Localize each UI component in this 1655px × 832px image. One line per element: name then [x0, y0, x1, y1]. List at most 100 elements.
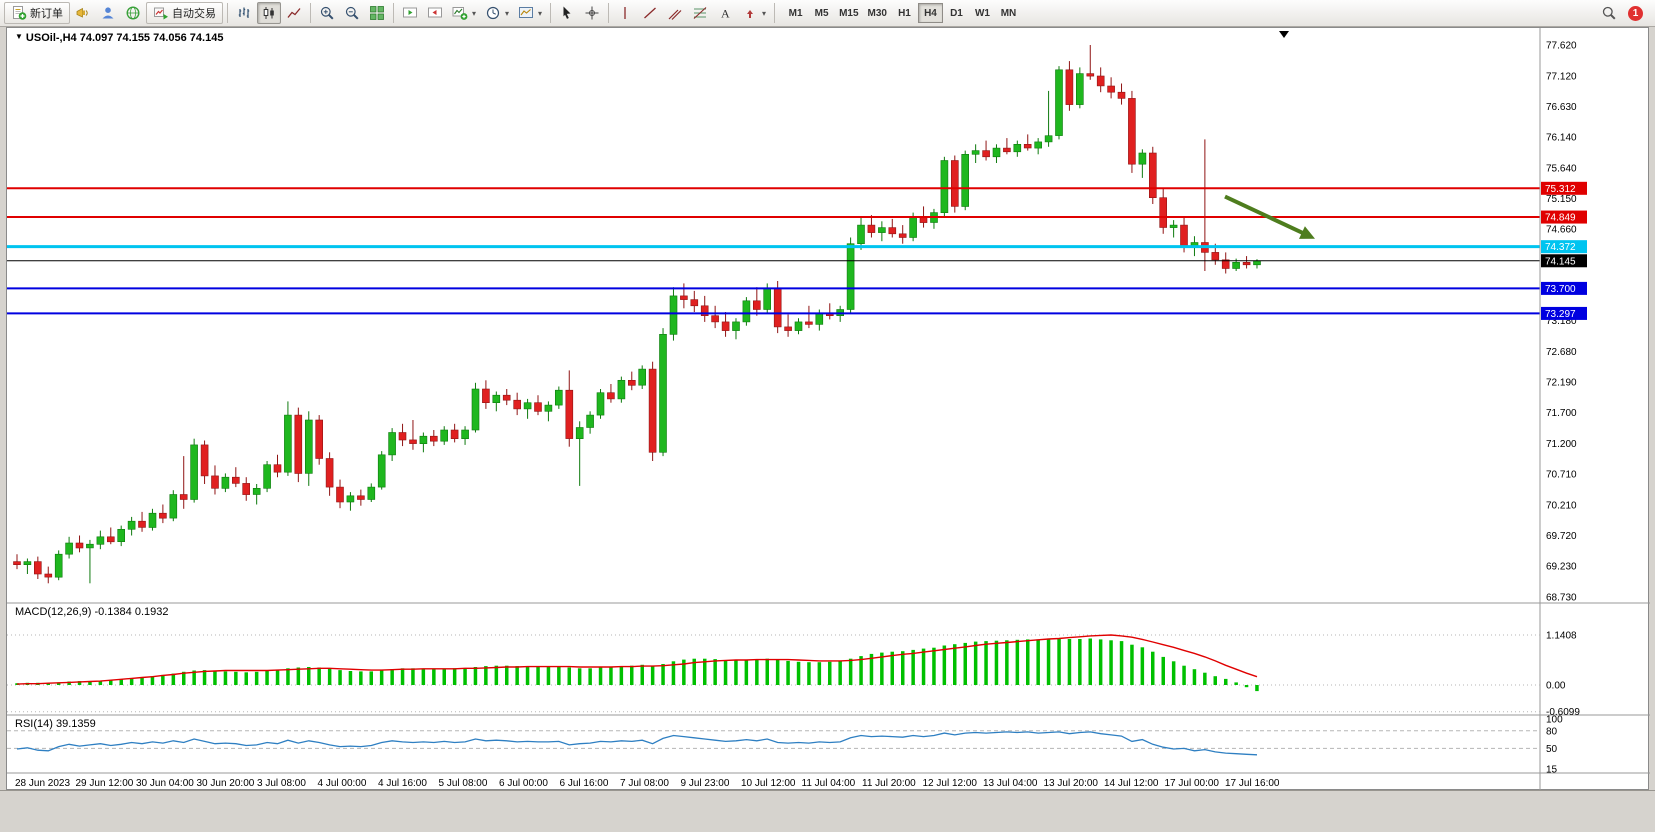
zoom-out-button[interactable] — [340, 2, 364, 24]
zoom-in-button[interactable] — [315, 2, 339, 24]
svg-text:73.297: 73.297 — [1545, 309, 1576, 320]
profile-icon — [102, 7, 114, 19]
svg-text:71.200: 71.200 — [1546, 439, 1577, 450]
tf-h1-button[interactable]: H1 — [892, 3, 917, 23]
price-tag: 74.849 — [1541, 210, 1587, 224]
svg-text:6 Jul 00:00: 6 Jul 00:00 — [499, 778, 548, 789]
chart-shift-button[interactable] — [423, 2, 447, 24]
autotrade-icon — [154, 7, 168, 20]
new-order-label: 新订单 — [30, 8, 63, 20]
price-tag: 74.145 — [1541, 254, 1587, 268]
zoom-in-icon — [320, 6, 334, 20]
cursor-button[interactable] — [555, 2, 579, 24]
timeframe-group: M1 M5 M15 M30 H1 H4 D1 W1 MN — [783, 3, 1021, 23]
svg-text:11 Jul 04:00: 11 Jul 04:00 — [802, 778, 856, 789]
trend-arrow-annotation[interactable] — [1224, 194, 1315, 239]
svg-text:72.190: 72.190 — [1546, 378, 1577, 389]
tile-windows-icon — [370, 6, 384, 20]
search-button[interactable] — [1597, 2, 1621, 24]
chart-window[interactable]: 77.620 77.120 76.630 76.140 75.640 75.150 74.6… — [6, 27, 1650, 791]
line-chart-icon — [287, 8, 301, 18]
chart-shift-icon — [403, 7, 417, 18]
candlestick-mode-button[interactable] — [257, 2, 281, 24]
channel-button[interactable] — [663, 2, 687, 24]
fibonacci-button[interactable] — [688, 2, 712, 24]
tf-m30-button[interactable]: M30 — [864, 3, 891, 23]
svg-text:10 Jul 12:00: 10 Jul 12:00 — [741, 778, 796, 789]
toolbar-separator — [310, 3, 311, 23]
svg-text:17 Jul 16:00: 17 Jul 16:00 — [1225, 778, 1280, 789]
new-order-icon — [13, 6, 27, 20]
tf-h4-button[interactable]: H4 — [917, 3, 943, 23]
globe-icon — [126, 6, 140, 20]
toolbar-separator — [774, 3, 776, 23]
cursor-icon — [563, 6, 571, 19]
templates-icon — [519, 7, 534, 18]
svg-text:17 Jul 00:00: 17 Jul 00:00 — [1165, 778, 1220, 789]
arrows-icon — [747, 10, 754, 18]
tile-windows-button[interactable] — [365, 2, 389, 24]
toolbar-separator — [550, 3, 552, 23]
toolbar-right-group: 1 — [1597, 2, 1651, 24]
line-chart-mode-button[interactable] — [282, 2, 306, 24]
svg-text:50: 50 — [1546, 744, 1558, 755]
svg-text:75.640: 75.640 — [1546, 163, 1577, 174]
alerts-button[interactable] — [71, 2, 95, 24]
community-button[interactable] — [121, 2, 145, 24]
new-order-button[interactable]: 新订单 — [4, 2, 70, 24]
svg-text:4 Jul 00:00: 4 Jul 00:00 — [318, 778, 367, 789]
svg-text:13 Jul 20:00: 13 Jul 20:00 — [1044, 778, 1099, 789]
arrows-button[interactable]: ▾ — [738, 2, 770, 24]
chevron-down-icon: ▾ — [505, 8, 510, 18]
time-axis: 28 Jun 2023 29 Jun 12:00 30 Jun 04:00 30 Ju… — [15, 778, 1280, 789]
svg-text:77.620: 77.620 — [1546, 41, 1577, 52]
price-tag: 75.312 — [1541, 181, 1587, 195]
svg-text:80: 80 — [1546, 726, 1558, 737]
svg-text:3 Jul 08:00: 3 Jul 08:00 — [257, 778, 306, 789]
chevron-down-icon: ▾ — [762, 8, 767, 18]
indicators-button[interactable]: ▾ — [448, 2, 480, 24]
profile-button[interactable] — [96, 2, 120, 24]
autotrade-button[interactable]: 自动交易 — [146, 2, 223, 24]
macd-panel: 1.1408 0.00 -0.6099 — [7, 630, 1580, 718]
notification-badge[interactable]: 1 — [1628, 5, 1643, 21]
tf-w1-button[interactable]: W1 — [970, 3, 995, 23]
tf-m1-button[interactable]: M1 — [783, 3, 808, 23]
tf-d1-button[interactable]: D1 — [944, 3, 969, 23]
vertical-line-button[interactable] — [613, 2, 637, 24]
candlestick-chart-icon — [263, 7, 274, 19]
svg-text:73.180: 73.180 — [1546, 316, 1577, 327]
price-tag: 73.297 — [1541, 306, 1587, 320]
bar-chart-mode-button[interactable] — [232, 2, 256, 24]
svg-text:72.680: 72.680 — [1546, 347, 1577, 358]
shift-marker-icon — [1279, 31, 1289, 38]
svg-text:13 Jul 04:00: 13 Jul 04:00 — [983, 778, 1038, 789]
periods-button[interactable]: ▾ — [481, 2, 513, 24]
main-toolbar: 新订单 自动交易 ▾ ▾ ▾ A ▾ M1 M5 M15 M30 H1 H4 D1 W1 MN … — [0, 0, 1655, 27]
tf-m5-button[interactable]: M5 — [809, 3, 834, 23]
svg-text:28 Jun 2023: 28 Jun 2023 — [15, 778, 70, 789]
chevron-down-icon: ▾ — [538, 8, 543, 18]
svg-text:5 Jul 08:00: 5 Jul 08:00 — [439, 778, 488, 789]
price-lines[interactable] — [7, 187, 1540, 315]
svg-text:76.630: 76.630 — [1546, 102, 1577, 113]
svg-text:11 Jul 20:00: 11 Jul 20:00 — [862, 778, 916, 789]
candlestick-series — [13, 45, 1261, 584]
svg-text:74.372: 74.372 — [1545, 242, 1576, 253]
chevron-down-icon: ▾ — [472, 8, 477, 18]
tf-m15-button[interactable]: M15 — [835, 3, 862, 23]
text-button[interactable]: A — [713, 2, 737, 24]
svg-text:69.230: 69.230 — [1546, 561, 1577, 572]
tf-mn-button[interactable]: MN — [996, 3, 1021, 23]
svg-text:71.700: 71.700 — [1546, 408, 1577, 419]
svg-text:9 Jul 23:00: 9 Jul 23:00 — [681, 778, 730, 789]
templates-button[interactable]: ▾ — [514, 2, 546, 24]
auto-scroll-button[interactable] — [398, 2, 422, 24]
trendline-button[interactable] — [638, 2, 662, 24]
text-icon: A — [721, 7, 730, 21]
chart-canvas[interactable]: 77.620 77.120 76.630 76.140 75.640 75.150 74.6… — [7, 28, 1650, 791]
crosshair-button[interactable] — [580, 2, 604, 24]
indicators-icon — [452, 7, 468, 20]
channel-icon — [668, 9, 682, 20]
